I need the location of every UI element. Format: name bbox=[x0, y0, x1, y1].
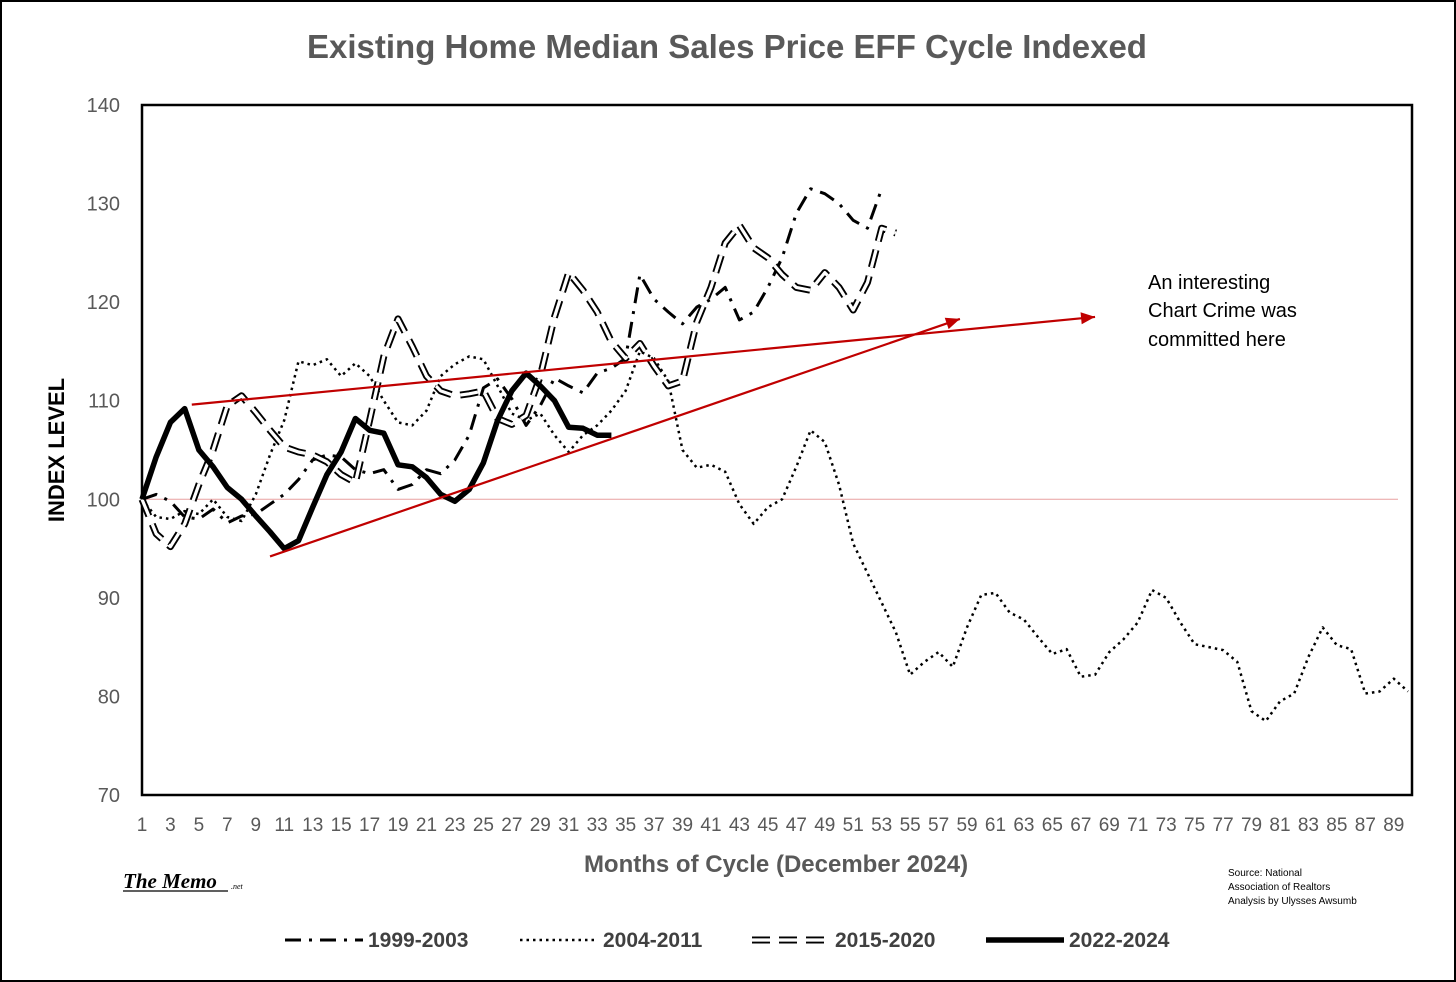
x-tick-label: 33 bbox=[587, 815, 608, 836]
x-tick-label: 63 bbox=[1013, 815, 1034, 836]
x-tick-label: 41 bbox=[700, 815, 721, 836]
x-tick-label: 65 bbox=[1042, 815, 1063, 836]
x-axis-ticks: 1 3 5 7 9 11 13 15 17 19 21 23 25 27 29 31 33 35 37 39 41 43 4… bbox=[137, 815, 1405, 836]
x-tick-label: 51 bbox=[843, 815, 864, 836]
x-tick-label: 25 bbox=[473, 815, 494, 836]
x-tick-label: 11 bbox=[274, 815, 294, 836]
x-tick-label: 71 bbox=[1127, 815, 1148, 836]
x-tick-label: 67 bbox=[1070, 815, 1091, 836]
x-tick-label: 45 bbox=[757, 815, 778, 836]
x-tick-label: 19 bbox=[387, 815, 408, 836]
x-tick-label: 61 bbox=[985, 815, 1006, 836]
x-tick-label: 7 bbox=[222, 815, 233, 836]
y-tick-label: 70 bbox=[98, 785, 120, 807]
x-tick-label: 77 bbox=[1213, 815, 1234, 836]
x-tick-label: 39 bbox=[672, 815, 693, 836]
x-tick-label: 27 bbox=[501, 815, 522, 836]
y-tick-label: 130 bbox=[87, 194, 120, 216]
x-tick-label: 43 bbox=[729, 815, 750, 836]
x-tick-label: 31 bbox=[558, 815, 579, 836]
y-tick-label: 80 bbox=[98, 686, 120, 708]
series-2004-2011 bbox=[141, 350, 1409, 723]
chart-title: Existing Home Median Sales Price EFF Cyc… bbox=[307, 28, 1147, 65]
series-line bbox=[141, 187, 884, 525]
brand-logo: The Memo .net bbox=[123, 869, 244, 893]
legend-label: 2015-2020 bbox=[835, 929, 935, 952]
y-axis-ticks: 70 80 90 100 110 120 130 140 bbox=[87, 95, 120, 807]
x-tick-label: 47 bbox=[786, 815, 807, 836]
plot-area bbox=[140, 103, 1414, 797]
x-tick-label: 79 bbox=[1241, 815, 1262, 836]
y-tick-label: 110 bbox=[88, 391, 120, 413]
x-tick-label: 81 bbox=[1269, 815, 1290, 836]
series-line bbox=[139, 370, 612, 552]
y-tick-label: 120 bbox=[87, 292, 120, 314]
source-line-3: Analysis by Ulysses Awsumb bbox=[1228, 896, 1357, 907]
annotation-line-3: committed here bbox=[1148, 329, 1286, 351]
annotation-line-2: Chart Crime was bbox=[1148, 300, 1297, 322]
x-tick-label: 85 bbox=[1326, 815, 1347, 836]
x-tick-label: 13 bbox=[302, 815, 323, 836]
y-tick-label: 90 bbox=[98, 588, 120, 610]
x-tick-label: 29 bbox=[530, 815, 551, 836]
source-line-2: Association of Realtors bbox=[1228, 882, 1330, 893]
annotation-line-1: An interesting bbox=[1148, 272, 1270, 294]
overlay-arrows bbox=[191, 312, 1096, 558]
x-axis-label: Months of Cycle (December 2024) bbox=[584, 851, 968, 878]
x-tick-label: 23 bbox=[444, 815, 465, 836]
brand-suffix: .net bbox=[231, 882, 244, 891]
x-tick-label: 21 bbox=[416, 815, 437, 836]
legend-item-2015-2020: 2015-2020 bbox=[752, 929, 935, 952]
legend-label: 2004-2011 bbox=[603, 929, 703, 952]
x-tick-label: 37 bbox=[644, 815, 665, 836]
x-tick-label: 9 bbox=[251, 815, 262, 836]
y-tick-label: 140 bbox=[87, 95, 120, 117]
x-tick-label: 75 bbox=[1184, 815, 1205, 836]
legend-item-1999-2003: 1999-2003 bbox=[285, 929, 468, 952]
overlay-arrow-line bbox=[269, 317, 961, 558]
x-tick-label: 53 bbox=[871, 815, 892, 836]
x-tick-label: 89 bbox=[1383, 815, 1404, 836]
series-line bbox=[141, 350, 1409, 723]
legend-label: 2022-2024 bbox=[1069, 929, 1170, 952]
overlay-arrow-line bbox=[191, 315, 1096, 406]
x-tick-label: 5 bbox=[194, 815, 205, 836]
x-tick-label: 1 bbox=[137, 815, 148, 836]
x-tick-label: 87 bbox=[1355, 815, 1376, 836]
x-tick-label: 17 bbox=[359, 815, 380, 836]
chart-legend: 1999-2003 2004-2011 2015-2020 2022-2024 bbox=[285, 929, 1170, 952]
y-tick-label: 100 bbox=[87, 489, 120, 511]
x-tick-label: 3 bbox=[165, 815, 176, 836]
x-tick-label: 69 bbox=[1099, 815, 1120, 836]
series-1999-2003 bbox=[141, 187, 884, 525]
y-axis-label: INDEX LEVEL bbox=[44, 378, 69, 522]
overlay-arrow-head bbox=[1080, 312, 1096, 325]
x-tick-label: 35 bbox=[615, 815, 636, 836]
x-tick-label: 83 bbox=[1298, 815, 1319, 836]
x-tick-label: 15 bbox=[331, 815, 352, 836]
x-tick-label: 57 bbox=[928, 815, 949, 836]
legend-item-2004-2011: 2004-2011 bbox=[520, 929, 703, 952]
series-group bbox=[138, 187, 1409, 723]
x-tick-label: 59 bbox=[956, 815, 977, 836]
brand-name: The Memo bbox=[123, 869, 217, 893]
legend-label: 1999-2003 bbox=[368, 929, 468, 952]
source-line-1: Source: National bbox=[1228, 868, 1302, 879]
x-tick-label: 73 bbox=[1156, 815, 1177, 836]
x-tick-label: 55 bbox=[900, 815, 921, 836]
series-2022-2024 bbox=[139, 370, 612, 552]
x-tick-label: 49 bbox=[814, 815, 835, 836]
overlay-arrow-head bbox=[944, 317, 960, 330]
legend-item-2022-2024: 2022-2024 bbox=[986, 929, 1170, 952]
